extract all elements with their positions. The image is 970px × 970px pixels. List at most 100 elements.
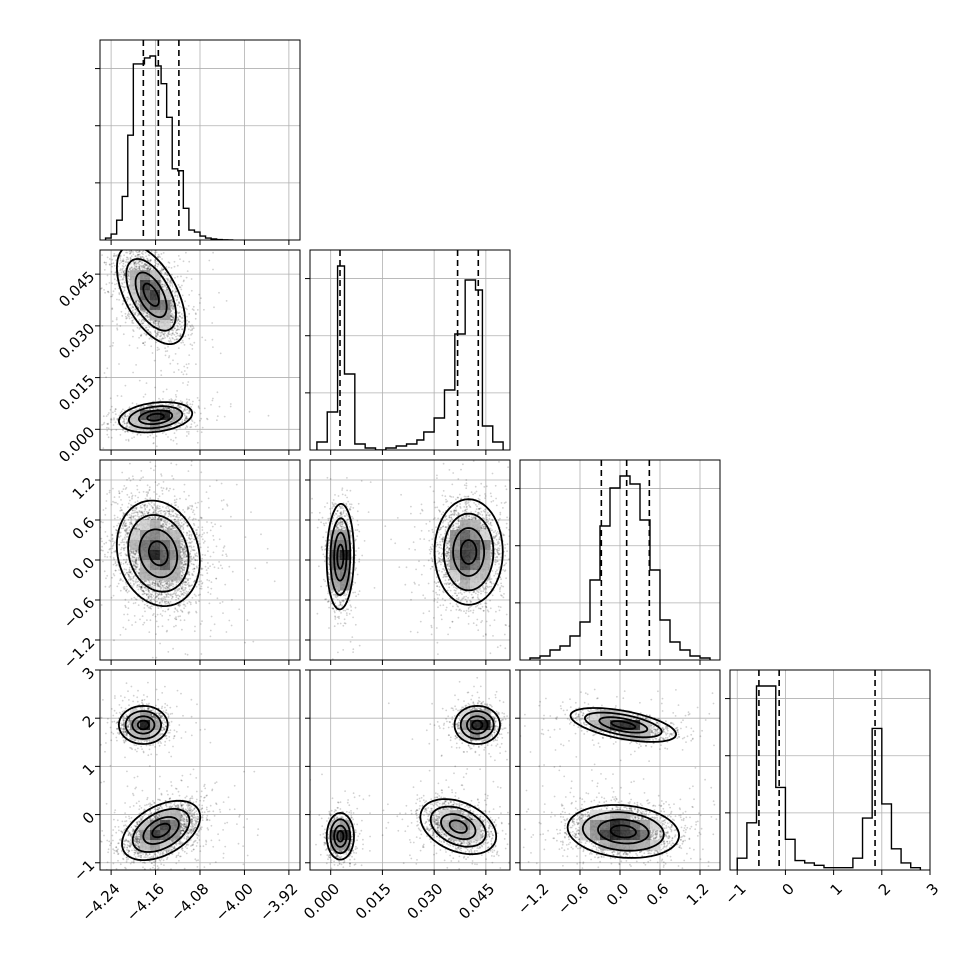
panel-frame bbox=[729, 669, 931, 871]
sample-point bbox=[148, 326, 151, 328]
sample-point bbox=[113, 278, 116, 281]
sample-point bbox=[161, 625, 164, 628]
sample-point bbox=[137, 242, 139, 244]
sample-point bbox=[113, 264, 116, 267]
sample-point bbox=[199, 623, 202, 625]
sample-point bbox=[149, 434, 152, 437]
sample-point bbox=[179, 305, 181, 308]
sample-point bbox=[239, 224, 241, 226]
sample-point bbox=[140, 237, 142, 239]
sample-point bbox=[115, 429, 118, 431]
sample-point bbox=[97, 221, 99, 223]
sample-point bbox=[111, 258, 114, 261]
sample-point bbox=[172, 308, 175, 310]
sample-point bbox=[170, 305, 173, 307]
sample-point bbox=[179, 334, 182, 336]
sample-point bbox=[193, 513, 196, 516]
sample-point bbox=[177, 317, 180, 319]
sample-point bbox=[111, 344, 114, 347]
sample-point bbox=[181, 284, 183, 287]
sample-point bbox=[163, 335, 166, 337]
sample-point bbox=[146, 227, 148, 229]
sample-point bbox=[110, 436, 113, 439]
sample-point bbox=[196, 397, 199, 399]
sample-point bbox=[198, 583, 200, 586]
sample-point bbox=[125, 317, 128, 320]
sample-point bbox=[196, 309, 199, 311]
sample-point bbox=[174, 398, 177, 401]
sample-point bbox=[157, 253, 160, 256]
sample-point bbox=[197, 405, 200, 408]
sample-point bbox=[170, 329, 173, 331]
sample-point bbox=[101, 254, 103, 256]
sample-point bbox=[114, 287, 117, 290]
sample-point bbox=[185, 251, 187, 254]
sample-point bbox=[273, 580, 276, 583]
sample-point bbox=[176, 264, 179, 267]
sample-point bbox=[176, 390, 179, 392]
sample-point bbox=[185, 398, 188, 401]
sample-point bbox=[181, 321, 184, 324]
sample-point bbox=[150, 259, 152, 261]
sample-point bbox=[111, 265, 113, 268]
sample-point bbox=[210, 581, 213, 583]
sample-point bbox=[112, 342, 115, 344]
sample-point bbox=[192, 309, 195, 311]
sample-point bbox=[119, 572, 122, 575]
sample-point bbox=[162, 268, 165, 271]
sample-point bbox=[139, 255, 142, 258]
sample-point bbox=[143, 621, 146, 624]
sample-point bbox=[103, 261, 106, 264]
sample-point bbox=[108, 282, 111, 284]
sample-point bbox=[135, 403, 138, 405]
sample-point bbox=[136, 305, 139, 307]
sample-point bbox=[158, 348, 160, 351]
sample-point bbox=[189, 505, 192, 507]
sample-point bbox=[170, 334, 173, 337]
scatter-panel-1-0 bbox=[93, 221, 301, 455]
sample-point bbox=[112, 424, 115, 426]
sample-point bbox=[138, 267, 141, 270]
sample-point bbox=[110, 295, 112, 298]
sample-point bbox=[107, 413, 109, 416]
sample-point bbox=[187, 328, 190, 331]
sample-point bbox=[141, 265, 143, 268]
sample-point bbox=[123, 613, 125, 616]
sample-point bbox=[177, 334, 180, 337]
sample-point bbox=[200, 417, 203, 420]
sample-point bbox=[140, 320, 143, 323]
sample-point bbox=[184, 335, 187, 338]
sample-point bbox=[121, 278, 123, 281]
sample-point bbox=[120, 271, 123, 274]
sample-point bbox=[124, 384, 127, 387]
sample-point bbox=[93, 372, 95, 374]
sample-point bbox=[168, 266, 170, 269]
sample-point bbox=[157, 256, 160, 259]
sample-point bbox=[124, 307, 127, 310]
sample-point bbox=[112, 290, 115, 293]
sample-point bbox=[185, 435, 188, 437]
sample-point bbox=[132, 242, 134, 244]
sample-point bbox=[213, 306, 215, 309]
sample-point bbox=[122, 278, 125, 281]
sample-point bbox=[178, 323, 181, 326]
sample-point bbox=[98, 402, 100, 404]
sample-point bbox=[129, 462, 131, 465]
sample-point bbox=[159, 332, 162, 334]
sample-point bbox=[139, 434, 142, 436]
sample-point bbox=[104, 291, 106, 294]
sample-point bbox=[128, 248, 130, 250]
sample-point bbox=[132, 260, 135, 263]
sample-point bbox=[167, 436, 169, 438]
sample-point bbox=[183, 619, 186, 622]
sample-point bbox=[171, 290, 174, 293]
sample-point bbox=[65, 577, 67, 579]
sample-point bbox=[200, 431, 203, 434]
sample-point bbox=[179, 334, 181, 337]
sample-point bbox=[168, 262, 171, 264]
sample-point bbox=[148, 260, 150, 262]
sample-point bbox=[136, 347, 139, 349]
sample-point bbox=[172, 439, 175, 442]
sample-point bbox=[188, 320, 190, 323]
sample-point bbox=[194, 317, 197, 320]
